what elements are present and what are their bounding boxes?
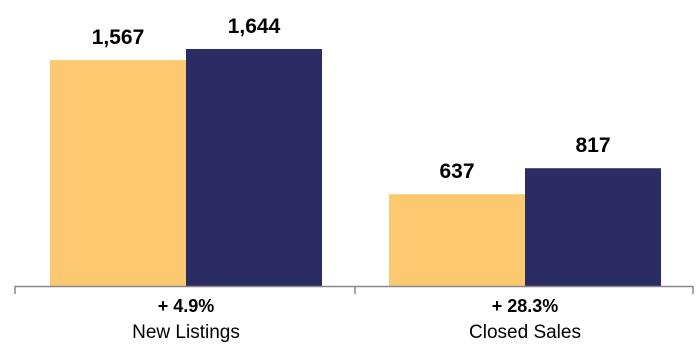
data-label: 817 [575,134,610,157]
bar-new-listings-series-1 [50,60,186,286]
data-label: 1,644 [228,15,281,38]
data-label: 1,567 [92,26,145,49]
category-label: New Listings [132,322,240,343]
category-label: Closed Sales [469,322,581,343]
percent-change-label: + 4.9% [158,296,215,316]
data-label: 637 [439,160,474,183]
percent-change-label: + 28.3% [492,296,559,316]
bar-closed-sales-series-1 [389,194,525,286]
bar-closed-sales-series-2 [525,168,661,286]
bar-new-listings-series-2 [186,49,322,286]
